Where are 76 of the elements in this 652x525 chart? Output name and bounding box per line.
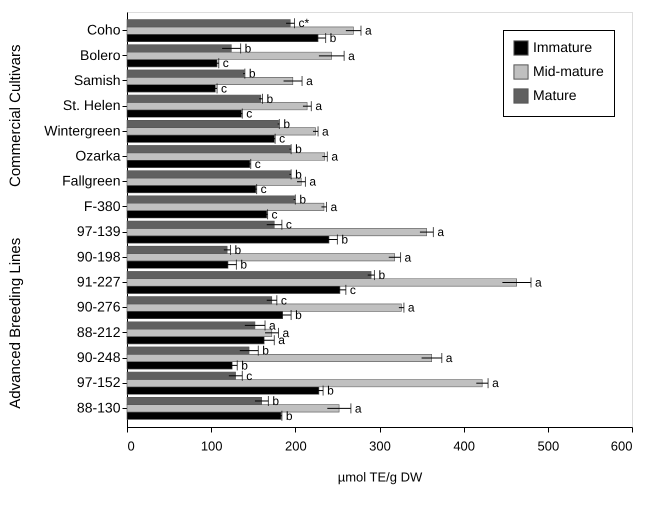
legend-label: Mature [533,87,577,103]
y-tick-label: 97-139 [76,223,121,240]
x-tick-label: 500 [537,438,560,454]
data-label: a [354,401,362,416]
data-label: c [350,282,356,297]
y-tick-label: 90-198 [76,248,121,264]
x-tick-label: 0 [128,438,135,454]
data-label: c [222,56,229,70]
data-label: a [408,300,415,315]
data-label: a [306,74,314,88]
data-label: b [295,142,302,156]
data-label: a [330,200,338,214]
data-label: b [272,394,280,408]
text: Commercial Cultivars [7,44,24,188]
data-label: c [254,156,261,171]
data-label: a [364,24,372,38]
y-tick-label: 97-152 [76,374,121,390]
data-label: b [241,358,248,372]
data-label: a [446,351,453,365]
data-label: a [315,99,322,114]
x-tick-label: 200 [284,438,307,454]
y-tick-label: Bolero [80,46,121,63]
data-label: c [246,106,252,121]
data-label: b [234,242,242,257]
y-tick-label: 90-248 [76,349,121,365]
data-label: a [309,174,316,189]
data-label: b [283,116,290,131]
data-label: b [240,258,248,272]
y-tick-label: Samish [74,72,120,88]
data-label: c [279,132,286,146]
y-tick-label: 91-227 [76,273,121,290]
data-label: c [221,81,228,96]
legend-label: Mid-mature [533,63,604,79]
data-label: b [244,41,252,56]
data-label: c [260,182,267,196]
data-label: a [322,124,330,138]
y-tick-label: F-380 [84,198,121,214]
data-label: b [286,408,293,423]
data-label: b [378,268,386,282]
data-label: b [330,31,337,46]
data-label: c [272,207,278,222]
data-label: a [404,250,412,264]
data-label: c [246,368,252,383]
data-label: b [299,192,306,207]
data-label: a [535,275,542,290]
x-tick-label: 600 [610,438,632,454]
data-label: a [437,225,444,240]
y-tick-label: Fallgreen [62,172,120,189]
data-label: b [341,232,348,246]
data-label: b [295,308,302,322]
data-label: b [266,92,274,106]
y-tick-label: Coho [87,22,121,38]
legend-label: Immature [533,39,592,55]
data-label: c [286,218,292,232]
x-tick-label: 300 [369,438,391,454]
data-label: b [248,66,256,81]
y-tick-label: Ozarka [75,148,121,164]
y-tick-label: 88-130 [76,399,121,416]
data-label: a [331,150,338,164]
data-label: b [262,344,270,358]
x-tick-label: 100 [200,438,223,454]
data-label: b [327,384,334,398]
data-label: a [492,376,500,390]
x-axis-title: µmol TE/g DW [338,470,423,484]
y-tick-label: 88-212 [76,324,121,340]
data-label: b [295,167,302,182]
y-tick-label: St. Helen [62,97,120,114]
data-label: c [280,293,287,308]
data-label: c* [298,16,310,30]
data-label: a [282,326,290,340]
y-tick-label: 90-276 [76,298,121,315]
y-tick-label: Wintergreen [44,122,120,138]
data-label: a [269,318,276,332]
text: Advanced Breeding Lines [7,238,24,409]
x-tick-label: 400 [453,438,476,454]
data-label: a [348,48,356,63]
